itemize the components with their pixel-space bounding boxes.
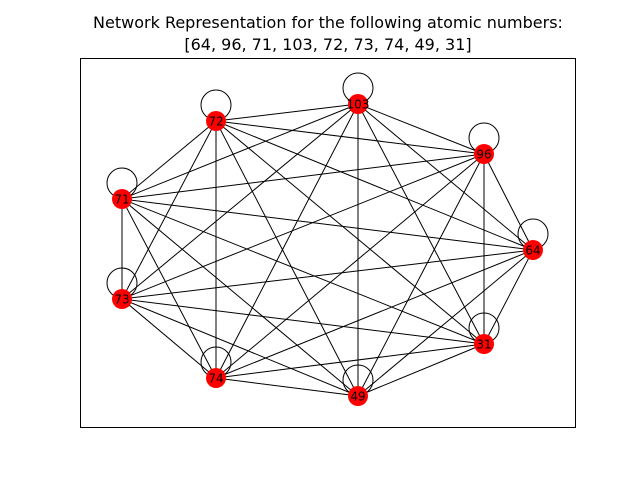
node-label-72: 72 [208, 115, 223, 129]
node-circle-74 [206, 368, 226, 388]
node-49: 49 [348, 386, 368, 406]
node-circle-31 [474, 334, 494, 354]
node-layer: 64 96 71 103 72 73 74 49 31 [112, 94, 543, 406]
edge-31-64 [483, 249, 534, 345]
title-line-1: Network Representation for the following… [93, 13, 563, 32]
node-label-96: 96 [476, 148, 491, 162]
node-circle-96 [474, 144, 494, 164]
edge-72-96 [215, 120, 485, 155]
edge-72-64 [215, 120, 534, 251]
edge-72-71 [121, 120, 217, 200]
plot-frame [80, 58, 576, 428]
edge-73-74 [121, 298, 217, 379]
edge-71-74 [121, 198, 217, 379]
edge-73-49 [121, 298, 359, 397]
node-circle-73 [112, 289, 132, 309]
edge-73-31 [121, 298, 485, 345]
edge-103-72 [215, 103, 359, 122]
node-circle-72 [206, 111, 226, 131]
edge-73-64 [121, 249, 534, 300]
edge-103-73 [121, 103, 359, 300]
node-74: 74 [206, 368, 226, 388]
node-label-74: 74 [208, 372, 223, 386]
edge-96-71 [121, 153, 485, 200]
edge-103-96 [357, 103, 485, 155]
edge-49-64 [357, 249, 534, 397]
edge-103-74 [215, 103, 359, 379]
edge-96-64 [483, 153, 534, 251]
edge-49-31 [357, 343, 485, 397]
edge-71-49 [121, 198, 359, 397]
edge-74-49 [215, 377, 359, 397]
node-71: 71 [112, 189, 132, 209]
node-label-71: 71 [114, 193, 129, 207]
title-line-2: [64, 96, 71, 103, 72, 73, 74, 49, 31] [184, 35, 472, 54]
edge-96-73 [121, 153, 485, 300]
edge-96-49 [357, 153, 485, 397]
edge-74-64 [215, 249, 534, 379]
edge-103-64 [357, 103, 534, 251]
node-circle-103 [348, 94, 368, 114]
node-circle-49 [348, 386, 368, 406]
node-96: 96 [474, 144, 494, 164]
node-64: 64 [523, 240, 543, 260]
edge-layer [121, 103, 534, 397]
node-circle-71 [112, 189, 132, 209]
edge-103-31 [357, 103, 485, 345]
edge-74-31 [215, 343, 485, 379]
edge-103-71 [121, 103, 359, 200]
node-73: 73 [112, 289, 132, 309]
chart-title: Network Representation for the following… [0, 12, 640, 56]
edge-71-31 [121, 198, 485, 345]
node-label-73: 73 [114, 293, 129, 307]
node-103: 103 [347, 94, 370, 114]
edge-72-73 [121, 120, 217, 300]
edge-72-31 [215, 120, 485, 345]
edge-71-64 [121, 198, 534, 251]
node-31: 31 [474, 334, 494, 354]
node-label-31: 31 [476, 338, 491, 352]
node-label-103: 103 [347, 98, 370, 112]
node-label-49: 49 [350, 390, 365, 404]
edge-72-49 [215, 120, 359, 397]
node-label-64: 64 [525, 244, 540, 258]
node-72: 72 [206, 111, 226, 131]
node-circle-64 [523, 240, 543, 260]
edge-96-74 [215, 153, 485, 379]
